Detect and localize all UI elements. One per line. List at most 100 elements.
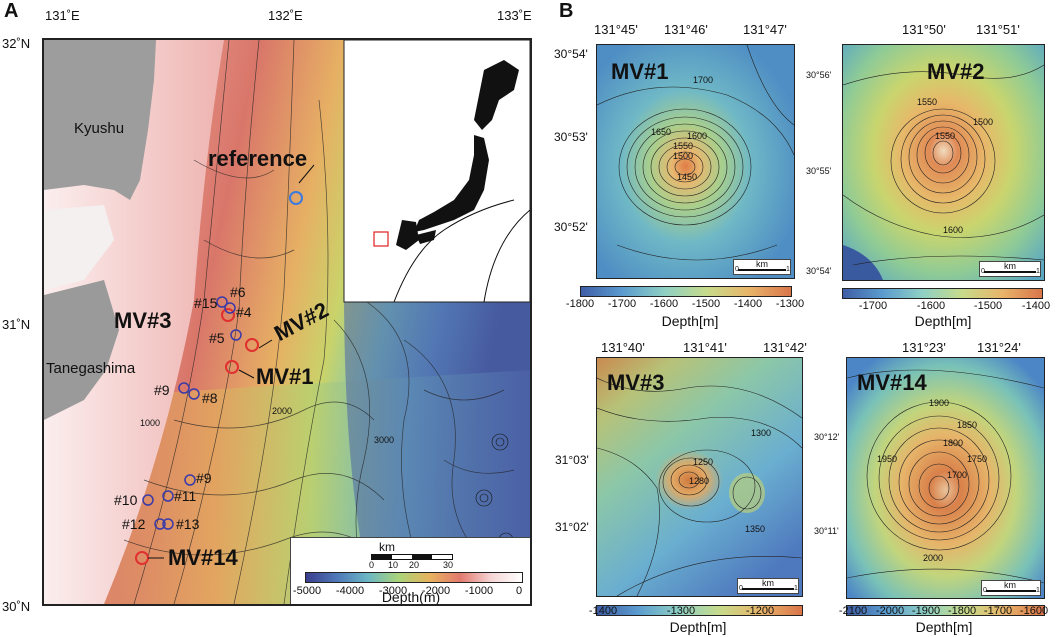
mv1-left-tick-1: 30°53' bbox=[554, 130, 588, 144]
colorbar-a-tick-1000: -1000 bbox=[464, 585, 494, 597]
mv2-top-tick-1: 131°51' bbox=[976, 22, 1020, 37]
mv3-scalebox: km 0 1 bbox=[737, 578, 799, 594]
mv3-scale-tick-0: 0 bbox=[739, 585, 743, 592]
mv1-left-tick-2: 30°52' bbox=[554, 220, 588, 234]
top-tick-133e: 133˚E bbox=[497, 8, 532, 23]
mv3-contour-2: 1280 bbox=[689, 476, 710, 486]
mv1-colorbar bbox=[580, 286, 792, 297]
mv1-contour-4: 1500 bbox=[673, 151, 694, 161]
mv1-cb-tick-1: -1700 bbox=[607, 298, 637, 310]
mv14-map[interactable]: MV#14 1900 1850 1800 1750 1700 1950 2000… bbox=[846, 357, 1045, 599]
tanegashima-label: Tanegashima bbox=[46, 360, 136, 377]
mv2-map[interactable]: MV#2 1550 1500 1550 1600 km 0 1 bbox=[842, 44, 1045, 281]
site-label-12: #12 bbox=[122, 516, 146, 532]
mv3-label: MV#3 bbox=[114, 308, 172, 333]
mv3-marker bbox=[221, 308, 235, 322]
mv14-scale-unit: km bbox=[1004, 580, 1016, 590]
mv2-render bbox=[843, 45, 1044, 280]
mv3-contour-0: 1300 bbox=[751, 428, 772, 438]
depth-colorbar-a bbox=[305, 572, 523, 583]
mv1-scale-tick-1: 1 bbox=[786, 266, 790, 273]
mv1-scale-unit: km bbox=[756, 259, 768, 269]
mv1-scalebar bbox=[738, 269, 786, 271]
mv1-contour-2: 1600 bbox=[687, 131, 708, 141]
site-label-15: #15 bbox=[194, 295, 218, 311]
mv3-scalebar bbox=[742, 588, 794, 590]
site-markers bbox=[142, 296, 242, 530]
mv3-left-tick-0: 31°03' bbox=[555, 453, 589, 467]
mv2-contour-3: 1600 bbox=[943, 225, 964, 235]
regional-bathymetry-map[interactable]: Kyushu Tanegashima reference MV#3 MV#2 M… bbox=[42, 38, 532, 606]
mv1-top-tick-2: 131°47' bbox=[743, 22, 787, 37]
mv1-title: MV#1 bbox=[611, 59, 669, 84]
mv2-scale-unit: km bbox=[1004, 261, 1016, 271]
mv2-contour-2: 1550 bbox=[935, 131, 956, 141]
left-tick-30n: 30˚N bbox=[2, 599, 31, 614]
mv1-map[interactable]: MV#1 1700 1650 1600 1550 1500 1450 km 0 … bbox=[596, 44, 795, 279]
top-tick-131e: 131˚E bbox=[45, 8, 80, 23]
mv2-contour-0: 1550 bbox=[917, 97, 938, 107]
mv14-contour-3: 1750 bbox=[967, 454, 988, 464]
panel-letter-a: A bbox=[4, 0, 19, 22]
mv1-top-tick-0: 131°45' bbox=[594, 22, 638, 37]
mv3-map[interactable]: MV#3 1300 1250 1280 1350 km 0 1 bbox=[596, 357, 803, 597]
mv14-contour-2: 1800 bbox=[943, 438, 964, 448]
mv14-render bbox=[847, 358, 1044, 598]
mv14-cb-tick-1: -2000 bbox=[875, 605, 905, 617]
mv2-left-tick-2: 30°54' bbox=[806, 266, 832, 276]
mv3-render bbox=[597, 358, 802, 596]
contour-label-2000: 2000 bbox=[272, 406, 293, 416]
mv14-cb-tick-0: -2100 bbox=[838, 605, 868, 617]
mv1-contour-5: 1450 bbox=[677, 172, 698, 182]
mv14-cb-tick-4: -1700 bbox=[983, 605, 1013, 617]
scalebar-unit: km bbox=[379, 540, 395, 554]
mv3-contour-1: 1250 bbox=[693, 457, 714, 467]
mv1-cb-tick-4: -1400 bbox=[733, 298, 763, 310]
mv1-cb-tick-2: -1600 bbox=[649, 298, 679, 310]
scalebar-tick-30: 30 bbox=[443, 560, 454, 570]
legend-box: km 0 10 20 30 -5000 -4000 -3000 -2000 -1… bbox=[290, 537, 530, 604]
panel-letter-b: B bbox=[559, 0, 574, 22]
left-tick-31n: 31˚N bbox=[2, 317, 31, 332]
mv2-cb-title: Depth[m] bbox=[914, 313, 972, 329]
mv1-top-tick-1: 131°46' bbox=[664, 22, 708, 37]
mv3-cb-title: Depth[m] bbox=[669, 619, 727, 635]
mv1-contour-0: 1700 bbox=[693, 75, 714, 85]
mv14-cb-tick-5: -1600 bbox=[1019, 605, 1049, 617]
mv14-contour-5: 1950 bbox=[877, 454, 898, 464]
mv2-title: MV#2 bbox=[927, 59, 985, 84]
mv1-contour-3: 1550 bbox=[673, 141, 694, 151]
scalebar-tick-0: 0 bbox=[369, 560, 375, 570]
mv14-contour-1: 1850 bbox=[957, 420, 978, 430]
site-label-10: #10 bbox=[114, 492, 138, 508]
colorbar-a-tick-0: 0 bbox=[515, 585, 523, 597]
mv14-top-tick-0: 131°23' bbox=[902, 340, 946, 355]
colorbar-a-tick-4000: -4000 bbox=[335, 585, 365, 597]
mv2-cb-tick-1: -1600 bbox=[916, 300, 946, 312]
site-label-4: #4 bbox=[236, 304, 252, 320]
mv14-colorbar bbox=[846, 605, 1045, 616]
mv14-top-tick-1: 131°24' bbox=[977, 340, 1021, 355]
mv14-scale-tick-1: 1 bbox=[1036, 587, 1040, 594]
site-label-13: #13 bbox=[176, 516, 200, 532]
mv14-contour-4: 1700 bbox=[947, 470, 968, 480]
site-label-11: #11 bbox=[174, 488, 197, 504]
mv1-cb-tick-5: -1300 bbox=[775, 298, 805, 310]
mv2-scale-tick-1: 1 bbox=[1036, 268, 1040, 275]
mv14-title: MV#14 bbox=[857, 370, 927, 395]
mv2-left-tick-1: 30°55' bbox=[806, 166, 832, 176]
site-label-9b: #9 bbox=[196, 470, 212, 486]
mv1-label: MV#1 bbox=[256, 364, 314, 389]
mv3-cb-tick-2: -1200 bbox=[745, 605, 775, 617]
mv3-scale-tick-1: 1 bbox=[794, 585, 798, 592]
mv2-colorbar bbox=[842, 288, 1043, 299]
mv3-cb-tick-1: -1300 bbox=[666, 605, 696, 617]
mv3-top-tick-1: 131°41' bbox=[683, 340, 727, 355]
colorbar-a-tick-5000: -5000 bbox=[292, 585, 322, 597]
reference-site-marker bbox=[289, 191, 303, 205]
mv1-contour-1: 1650 bbox=[651, 127, 672, 137]
site-label-9a: #9 bbox=[154, 382, 170, 398]
kyushu-label: Kyushu bbox=[74, 120, 125, 137]
mv1-left-tick-0: 30°54' bbox=[554, 47, 588, 61]
scalebar-tick-10: 10 bbox=[388, 560, 399, 570]
